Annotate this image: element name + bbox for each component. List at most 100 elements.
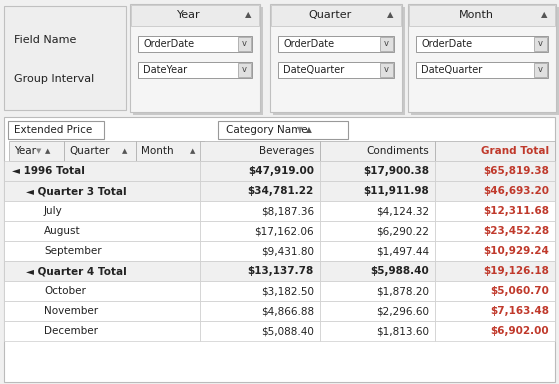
Text: October: October (44, 286, 86, 296)
Text: v: v (384, 40, 389, 48)
Bar (271, 5, 401, 26)
Bar (64, 141, 136, 161)
Text: Quarter: Quarter (309, 10, 352, 20)
Bar (435, 181, 555, 201)
Bar (4, 281, 200, 301)
Bar (238, 63, 251, 77)
Text: Field Name: Field Name (14, 35, 77, 45)
Bar (200, 281, 320, 301)
Text: Group Interval: Group Interval (138, 62, 209, 72)
Text: $9,431.80: $9,431.80 (261, 246, 314, 256)
Text: July: July (44, 206, 63, 216)
Text: ▲: ▲ (306, 126, 312, 134)
Text: September: September (44, 246, 102, 256)
Text: Extended Price: Extended Price (14, 125, 92, 135)
Text: $5,088.40: $5,088.40 (261, 326, 314, 336)
Text: Group Interval: Group Interval (14, 74, 94, 84)
Bar (4, 6, 126, 110)
Bar (320, 201, 435, 221)
Bar (4, 201, 200, 221)
Bar (534, 37, 547, 51)
Text: $6,902.00: $6,902.00 (490, 326, 549, 336)
Text: Condiments: Condiments (366, 146, 429, 156)
Bar (4, 321, 200, 341)
Text: ◄ Quarter 3 Total: ◄ Quarter 3 Total (26, 186, 127, 196)
Bar (200, 261, 320, 281)
Text: v: v (242, 40, 247, 48)
Bar (4, 301, 200, 321)
Bar (320, 221, 435, 241)
Bar (416, 62, 548, 78)
Bar (4, 241, 200, 261)
Bar (411, 7, 559, 115)
Bar (534, 63, 547, 77)
Text: ▼: ▼ (297, 126, 303, 134)
Bar (320, 301, 435, 321)
Text: Grand Total: Grand Total (481, 146, 549, 156)
Text: $19,126.18: $19,126.18 (483, 266, 549, 276)
Text: DateQuarter: DateQuarter (421, 65, 482, 75)
Bar (218, 121, 348, 139)
Text: ▲: ▲ (541, 10, 547, 20)
Text: $65,819.38: $65,819.38 (483, 166, 549, 176)
Bar (435, 321, 555, 341)
Text: $1,497.44: $1,497.44 (376, 246, 429, 256)
Bar (200, 301, 320, 321)
Text: Group Interval: Group Interval (278, 62, 348, 72)
Text: v: v (242, 66, 247, 74)
Text: November: November (44, 306, 98, 316)
Text: $8,187.36: $8,187.36 (261, 206, 314, 216)
Text: December: December (44, 326, 98, 336)
Bar (435, 301, 555, 321)
Bar (320, 281, 435, 301)
Bar (320, 181, 435, 201)
Bar (380, 37, 393, 51)
Text: v: v (384, 66, 389, 74)
Bar (200, 161, 320, 181)
Text: $10,929.24: $10,929.24 (483, 246, 549, 256)
Bar (435, 141, 555, 161)
Bar (4, 221, 200, 241)
Bar (278, 62, 394, 78)
Bar (200, 181, 320, 201)
Text: ▲: ▲ (387, 10, 393, 20)
Bar (435, 281, 555, 301)
Text: OrderDate: OrderDate (283, 39, 334, 49)
Text: $6,290.22: $6,290.22 (376, 226, 429, 236)
Text: $4,866.88: $4,866.88 (261, 306, 314, 316)
Text: $23,452.28: $23,452.28 (483, 226, 549, 236)
Text: ▲: ▲ (45, 148, 50, 154)
Bar (136, 141, 204, 161)
Text: ▲: ▲ (190, 148, 196, 154)
Bar (4, 181, 200, 201)
Text: $13,137.78: $13,137.78 (248, 266, 314, 276)
Bar (320, 241, 435, 261)
Bar (435, 201, 555, 221)
Bar (8, 121, 104, 139)
Bar (138, 36, 252, 52)
Text: v: v (538, 40, 543, 48)
Text: OrderDate: OrderDate (143, 39, 194, 49)
Bar (0, 0, 559, 114)
Text: Beverages: Beverages (259, 146, 314, 156)
Text: ▲: ▲ (245, 10, 251, 20)
Text: ◄ Quarter 4 Total: ◄ Quarter 4 Total (26, 266, 127, 276)
Bar (320, 161, 435, 181)
Text: ▲: ▲ (122, 148, 127, 154)
Bar (9, 141, 64, 161)
Text: DateQuarter: DateQuarter (283, 65, 344, 75)
Bar (200, 201, 320, 221)
Bar (133, 7, 263, 115)
Text: Field Name: Field Name (278, 36, 333, 46)
Text: $3,182.50: $3,182.50 (261, 286, 314, 296)
Bar (270, 4, 402, 112)
Text: $47,919.00: $47,919.00 (248, 166, 314, 176)
Bar (435, 221, 555, 241)
Text: $12,311.68: $12,311.68 (483, 206, 549, 216)
Bar (320, 321, 435, 341)
Bar (273, 7, 405, 115)
Text: v: v (538, 66, 543, 74)
Text: Month: Month (141, 146, 174, 156)
Bar (409, 5, 555, 26)
Bar (320, 261, 435, 281)
